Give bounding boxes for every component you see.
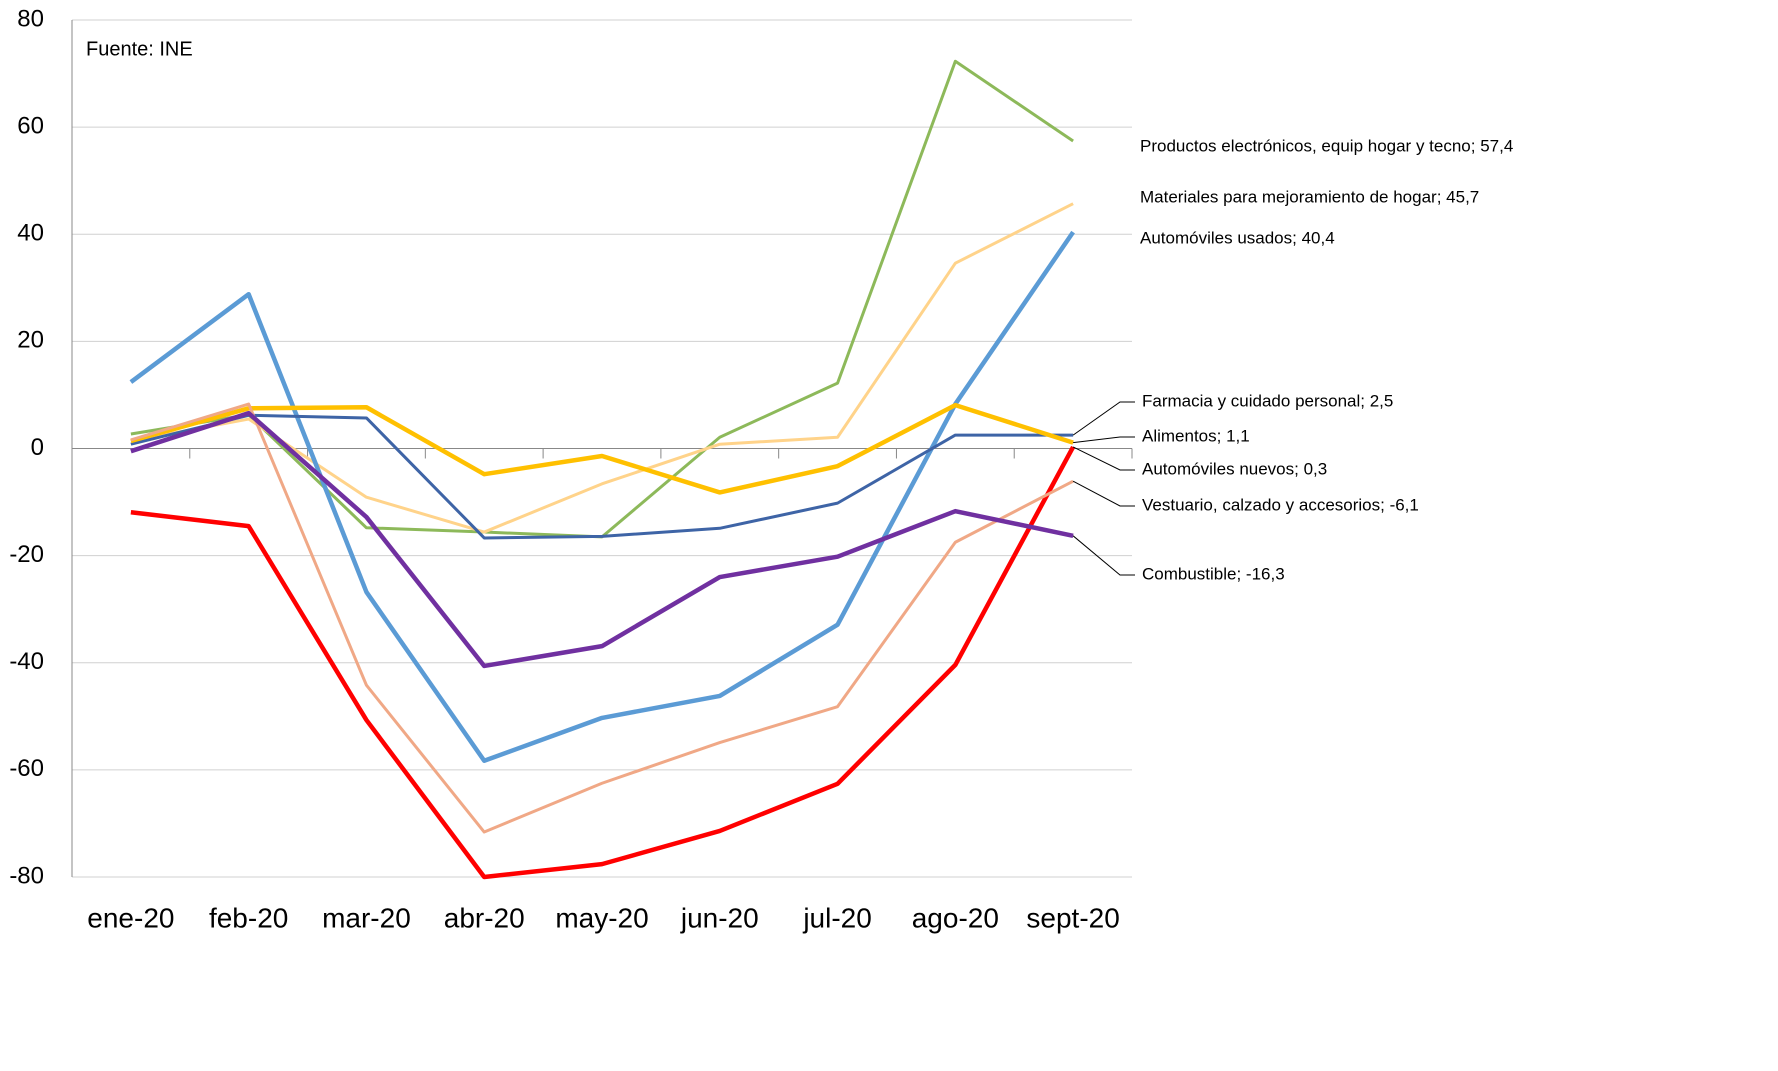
series-label: Vestuario, calzado y accesorios; -6,1 (1142, 495, 1419, 514)
x-tick-label: ago-20 (912, 902, 999, 933)
y-tick-label: 60 (17, 112, 44, 139)
leader-line (1073, 436, 1135, 444)
series-line (130, 402, 1074, 834)
x-tick-label: mar-20 (322, 902, 411, 933)
y-tick-label: 20 (17, 327, 44, 354)
y-tick-label: 40 (17, 220, 44, 247)
x-tick-label: abr-20 (444, 902, 525, 933)
series-label: Automóviles usados; 40,4 (1140, 228, 1335, 247)
y-tick-label: -60 (9, 755, 44, 782)
x-tick-label: jul-20 (802, 902, 871, 933)
leader-line (1072, 535, 1135, 576)
leader-line (1072, 480, 1135, 507)
x-tick-label: may-20 (555, 902, 648, 933)
y-tick-label: 0 (31, 434, 44, 461)
leader-line (1072, 401, 1135, 436)
leader-line (1072, 446, 1135, 471)
x-tick-label: jun-20 (680, 902, 759, 933)
y-tick-label: 80 (17, 5, 44, 32)
series-label: Productos electrónicos, equip hogar y te… (1140, 136, 1513, 155)
source-note: Fuente: INE (86, 38, 193, 60)
series-label: Automóviles nuevos; 0,3 (1142, 459, 1327, 478)
y-tick-label: -40 (9, 648, 44, 675)
series-label: Alimentos; 1,1 (1142, 426, 1250, 445)
y-tick-label: -80 (9, 862, 44, 889)
series-line (130, 413, 1074, 540)
series-label: Combustible; -16,3 (1142, 564, 1285, 583)
x-tick-label: ene-20 (87, 902, 174, 933)
y-tick-label: -20 (9, 541, 44, 568)
x-tick-label: feb-20 (209, 902, 288, 933)
x-tick-label: sept-20 (1026, 902, 1119, 933)
series-label: Materiales para mejoramiento de hogar; 4… (1140, 187, 1479, 206)
series-line (130, 410, 1074, 669)
series-line (130, 445, 1076, 880)
series-line (129, 230, 1075, 764)
series-line (130, 402, 1074, 495)
series-label: Farmacia y cuidado personal; 2,5 (1142, 391, 1393, 410)
